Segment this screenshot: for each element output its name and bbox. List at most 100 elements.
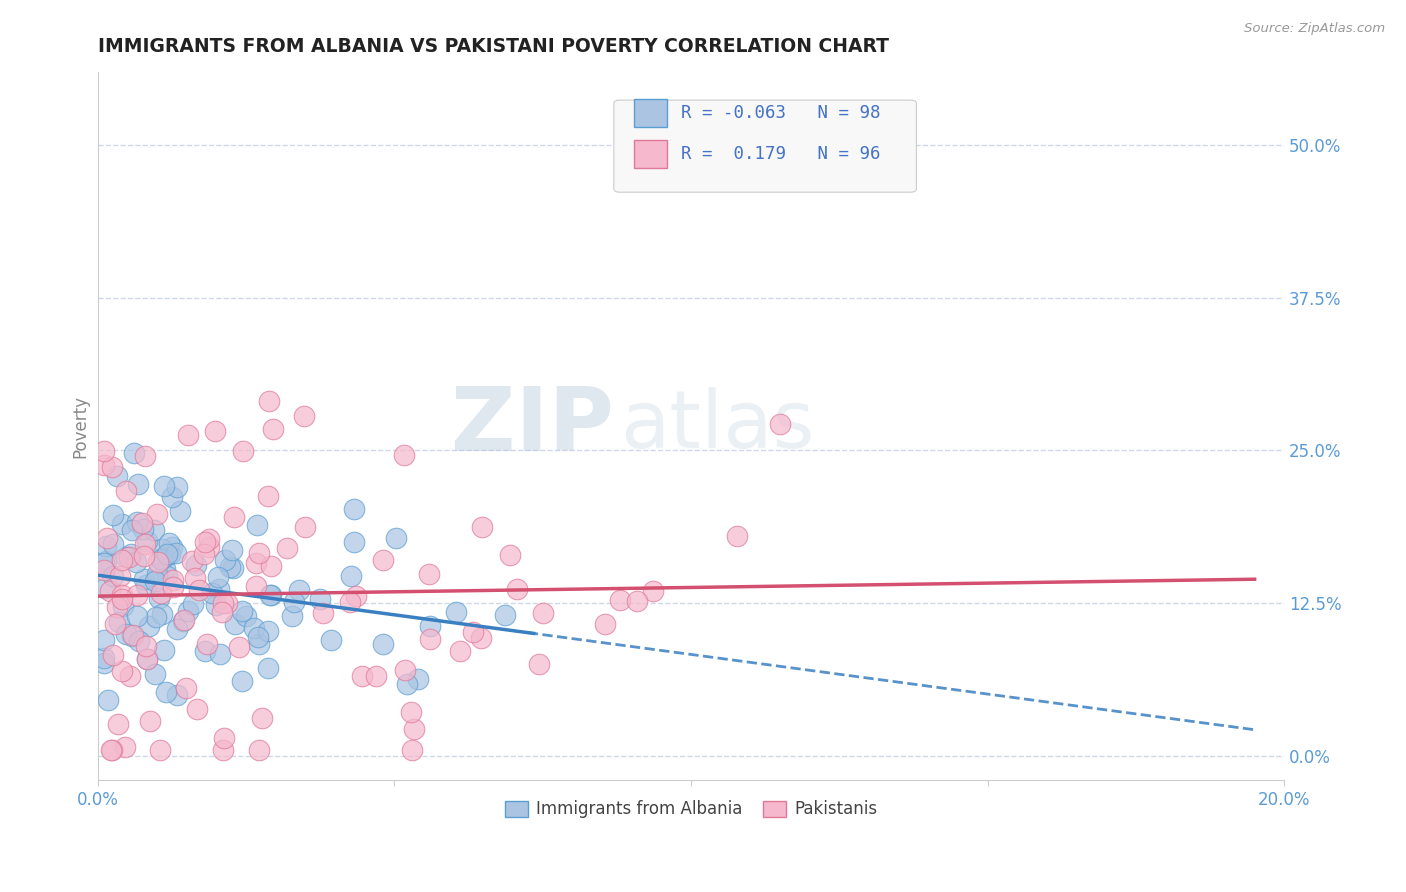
Point bbox=[494, 607, 516, 622]
Point bbox=[118, 550, 141, 565]
Point bbox=[419, 619, 441, 633]
Point bbox=[725, 529, 748, 543]
Point bbox=[499, 548, 522, 562]
Point bbox=[463, 625, 485, 640]
Point bbox=[145, 507, 167, 521]
Point bbox=[166, 546, 188, 560]
Point bbox=[134, 449, 156, 463]
Point bbox=[150, 607, 173, 622]
Point bbox=[143, 523, 166, 537]
Point bbox=[125, 609, 148, 624]
Point bbox=[444, 606, 467, 620]
Y-axis label: Poverty: Poverty bbox=[72, 394, 89, 458]
Point bbox=[531, 606, 554, 620]
Point bbox=[101, 569, 124, 583]
Point bbox=[136, 651, 159, 665]
Point bbox=[194, 644, 217, 658]
Point bbox=[160, 491, 183, 505]
Point bbox=[529, 657, 551, 672]
Point bbox=[177, 603, 200, 617]
Point bbox=[121, 523, 143, 537]
Point bbox=[115, 484, 138, 499]
Point bbox=[394, 663, 416, 677]
Point bbox=[138, 619, 160, 633]
Point bbox=[222, 510, 245, 524]
Point bbox=[122, 446, 145, 460]
Point bbox=[125, 555, 148, 569]
Point bbox=[153, 562, 176, 576]
Point bbox=[101, 648, 124, 662]
Point bbox=[136, 533, 159, 548]
Point bbox=[152, 642, 174, 657]
Point bbox=[344, 589, 367, 603]
Point bbox=[125, 515, 148, 529]
Point bbox=[232, 443, 254, 458]
Legend: Immigrants from Albania, Pakistanis: Immigrants from Albania, Pakistanis bbox=[498, 794, 884, 825]
Point bbox=[169, 504, 191, 518]
Point bbox=[184, 558, 207, 572]
Text: ZIP: ZIP bbox=[451, 383, 614, 469]
Point bbox=[373, 637, 395, 651]
Point bbox=[103, 508, 125, 522]
Point bbox=[93, 657, 115, 671]
Point bbox=[111, 588, 134, 602]
Point bbox=[209, 648, 232, 662]
Point bbox=[115, 627, 138, 641]
Point bbox=[159, 547, 181, 561]
Point bbox=[135, 578, 157, 592]
Point bbox=[343, 534, 366, 549]
Point bbox=[152, 551, 174, 566]
Point bbox=[256, 661, 278, 675]
Text: R =  0.179   N = 96: R = 0.179 N = 96 bbox=[682, 145, 882, 163]
Point bbox=[396, 677, 419, 691]
Point bbox=[114, 550, 136, 565]
Point bbox=[93, 563, 115, 577]
Point bbox=[160, 541, 183, 555]
Point bbox=[609, 592, 631, 607]
Point bbox=[212, 743, 235, 757]
Point bbox=[294, 520, 316, 534]
Point bbox=[93, 556, 115, 570]
Point bbox=[769, 417, 792, 432]
Point bbox=[148, 591, 170, 606]
Point bbox=[194, 535, 217, 549]
Point bbox=[208, 582, 231, 597]
Point bbox=[94, 539, 117, 553]
Point bbox=[105, 469, 128, 483]
Point bbox=[260, 558, 283, 573]
Point bbox=[121, 628, 143, 642]
Point bbox=[96, 532, 118, 546]
Point bbox=[172, 614, 194, 628]
Point bbox=[281, 609, 304, 624]
Point bbox=[309, 592, 332, 607]
Point bbox=[135, 651, 157, 665]
Point bbox=[257, 393, 280, 408]
Point bbox=[139, 714, 162, 728]
Point bbox=[166, 479, 188, 493]
Point bbox=[101, 537, 124, 551]
Point bbox=[181, 554, 204, 568]
Point bbox=[371, 553, 394, 567]
Point bbox=[217, 597, 239, 611]
Text: IMMIGRANTS FROM ALBANIA VS PAKISTANI POVERTY CORRELATION CHART: IMMIGRANTS FROM ALBANIA VS PAKISTANI POV… bbox=[97, 37, 889, 56]
Point bbox=[343, 502, 366, 516]
Point bbox=[212, 731, 235, 746]
Point bbox=[101, 743, 124, 757]
Point bbox=[247, 545, 270, 559]
Point bbox=[222, 561, 245, 575]
Point bbox=[134, 549, 156, 563]
Point bbox=[404, 722, 426, 736]
Point bbox=[93, 651, 115, 665]
Point bbox=[339, 595, 361, 609]
Point bbox=[193, 547, 215, 561]
Point bbox=[111, 665, 134, 679]
Point bbox=[112, 599, 135, 613]
Point bbox=[104, 617, 127, 632]
Point bbox=[132, 572, 155, 586]
Point bbox=[186, 702, 208, 716]
Point bbox=[593, 617, 616, 632]
Point bbox=[350, 669, 373, 683]
Point bbox=[319, 632, 342, 647]
Point bbox=[204, 424, 226, 438]
Point bbox=[162, 580, 184, 594]
